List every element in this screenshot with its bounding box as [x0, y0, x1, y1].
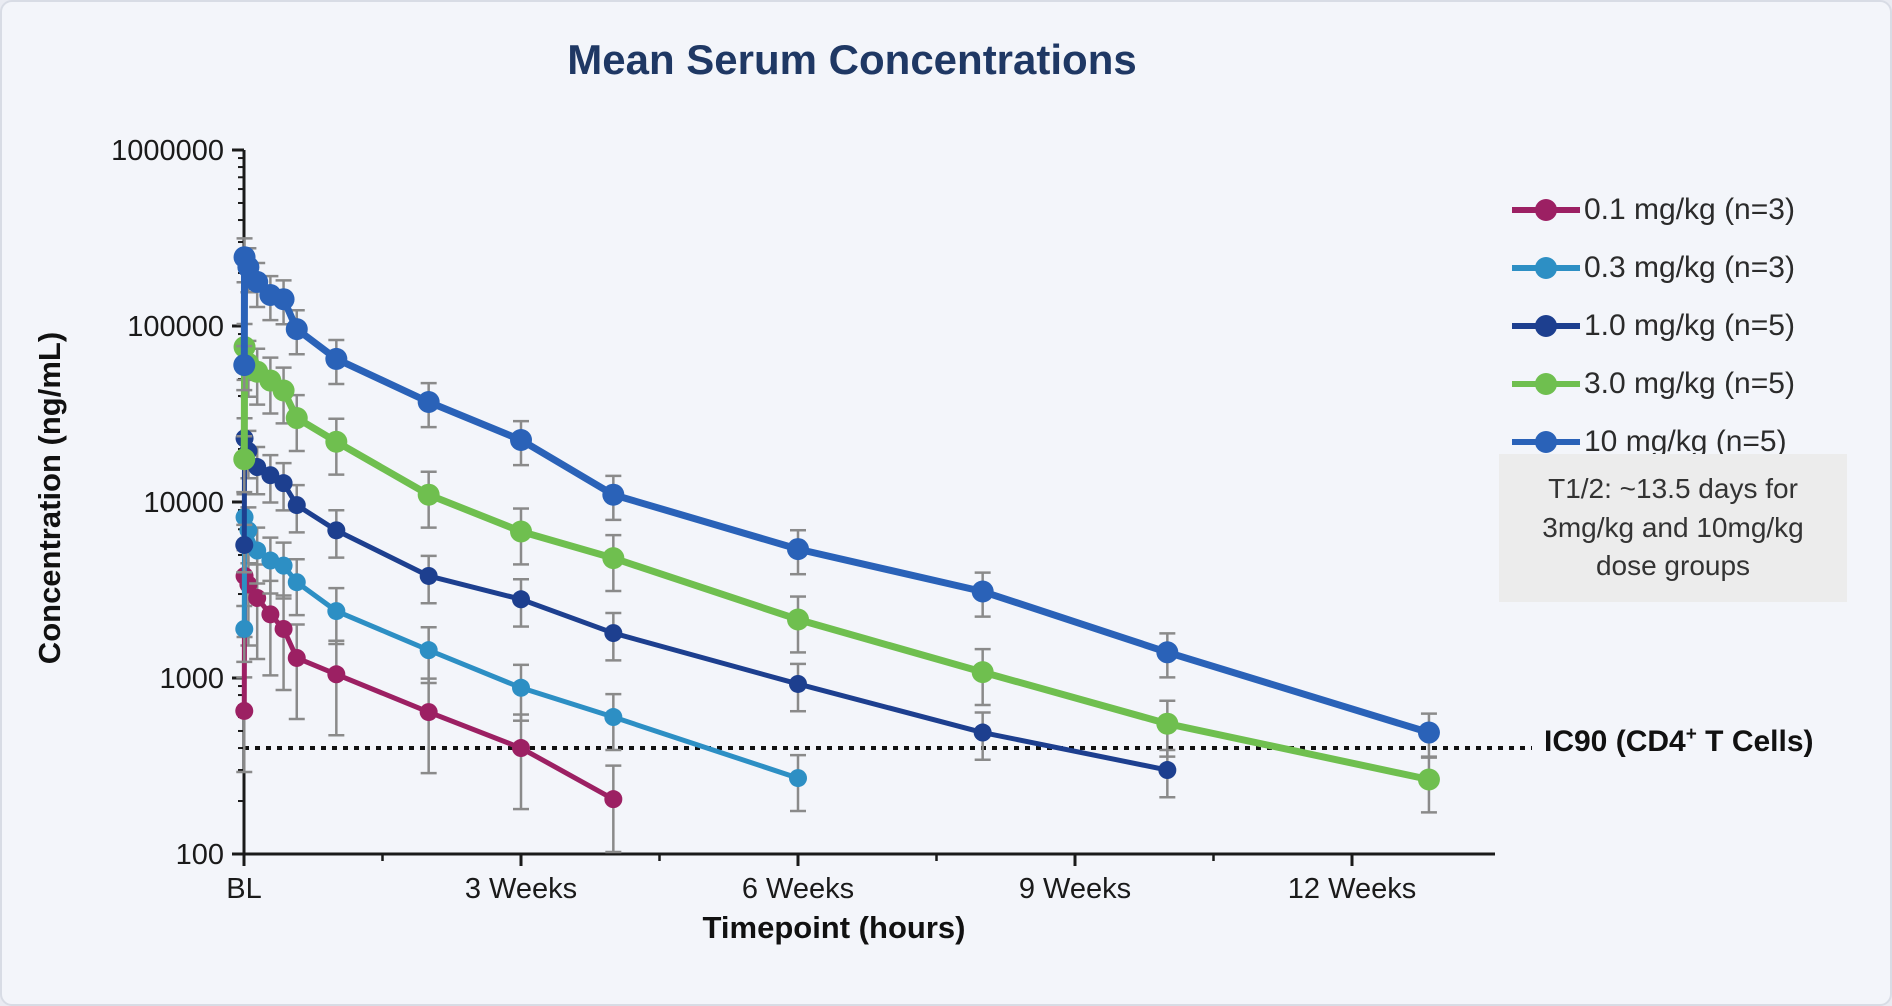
legend-marker-icon	[1512, 373, 1580, 395]
error-bar	[328, 639, 345, 737]
data-point	[971, 661, 994, 684]
data-point	[261, 605, 280, 624]
data-point	[325, 347, 348, 370]
data-point	[971, 580, 994, 603]
data-point	[248, 588, 267, 607]
data-point	[327, 521, 346, 540]
data-point	[235, 535, 254, 554]
ic90-label-suffix: T Cells)	[1696, 725, 1814, 758]
data-point	[272, 288, 295, 311]
ic90-reference-label: IC90 (CD4+ T Cells)	[1544, 724, 1814, 759]
legend-item-1-0-mg-kg-n-5: 1.0 mg/kg (n=5)	[1510, 304, 1795, 348]
data-point	[1156, 712, 1179, 735]
data-point	[417, 483, 440, 506]
data-point	[419, 566, 438, 585]
error-bar	[605, 764, 622, 854]
legend-marker-icon	[1512, 257, 1580, 279]
error-bar	[288, 623, 305, 721]
data-point	[327, 602, 346, 621]
legend-item-0-1-mg-kg-n-3: 0.1 mg/kg (n=3)	[1510, 188, 1795, 232]
data-point	[285, 318, 308, 341]
data-point	[274, 556, 293, 575]
data-point	[510, 520, 532, 543]
data-point	[274, 619, 293, 638]
data-point	[602, 547, 625, 570]
data-point	[973, 723, 992, 742]
data-point	[235, 701, 254, 720]
data-point	[327, 665, 346, 684]
legend-label: 3.0 mg/kg (n=5)	[1584, 367, 1795, 400]
x-tick-label: 9 Weeks	[1019, 873, 1131, 905]
data-point	[1158, 761, 1177, 780]
legend-item-3-0-mg-kg-n-5: 3.0 mg/kg (n=5)	[1510, 362, 1795, 406]
data-point	[787, 608, 809, 631]
data-point	[272, 379, 295, 402]
legend-label: 1.0 mg/kg (n=5)	[1584, 309, 1795, 342]
data-point	[287, 648, 306, 667]
data-point	[274, 474, 293, 493]
data-point	[1156, 641, 1179, 664]
ic90-label-prefix: IC90 (CD4	[1544, 725, 1686, 758]
data-point	[285, 407, 308, 430]
y-tick-label: 1000000	[111, 135, 224, 167]
legend: 0.1 mg/kg (n=3) 0.3 mg/kg (n=3) 1.0 mg/kg …	[1510, 188, 1795, 464]
data-point	[325, 430, 348, 453]
data-point	[604, 708, 623, 727]
x-tick-label: 12 Weeks	[1288, 873, 1416, 905]
legend-item-10-mg-kg-n-5: 10 mg/kg (n=5)	[1510, 420, 1795, 464]
data-point	[604, 624, 623, 643]
error-bar	[420, 677, 437, 775]
data-point	[512, 739, 530, 758]
series-10-mg-kg-n-5	[233, 237, 1440, 759]
legend-marker-icon	[1512, 431, 1580, 453]
data-point	[604, 790, 623, 809]
y-tick-label: 1000	[159, 663, 224, 695]
data-point	[419, 641, 438, 660]
data-point	[261, 466, 280, 485]
data-point	[419, 703, 438, 722]
axes: 100 1000 10000 100000 1000000 BL 3 Weeks 6 Week…	[111, 135, 1495, 905]
data-point	[512, 590, 530, 609]
legend-label: 0.1 mg/kg (n=3)	[1584, 193, 1795, 226]
data-point	[1417, 721, 1440, 744]
ic90-label-sup: +	[1685, 724, 1697, 745]
data-point	[287, 496, 306, 515]
half-life-annotation: T1/2: ~13.5 days for 3mg/kg and 10mg/kg …	[1499, 454, 1847, 602]
legend-marker-icon	[1512, 315, 1580, 337]
data-point	[417, 390, 440, 413]
data-point	[787, 538, 809, 561]
data-point	[789, 769, 807, 788]
x-tick-label: 6 Weeks	[742, 873, 854, 905]
x-tick-label: BL	[226, 873, 261, 905]
data-point	[1417, 768, 1440, 791]
legend-item-0-3-mg-kg-n-3: 0.3 mg/kg (n=3)	[1510, 246, 1795, 290]
data-point	[510, 429, 532, 452]
y-tick-label: 10000	[143, 487, 224, 519]
x-axis-title: Timepoint (hours)	[702, 910, 966, 945]
data-point	[235, 619, 254, 638]
y-tick-label: 100	[176, 839, 224, 871]
error-bar	[513, 713, 529, 811]
legend-marker-icon	[1512, 199, 1580, 221]
legend-label: 10 mg/kg (n=5)	[1584, 425, 1787, 458]
data-point	[233, 354, 256, 377]
x-tick-label: 3 Weeks	[465, 873, 577, 905]
legend-label: 0.3 mg/kg (n=3)	[1584, 251, 1795, 284]
y-tick-label: 100000	[127, 311, 224, 343]
data-point	[789, 674, 807, 693]
data-point	[233, 448, 256, 471]
data-point	[287, 573, 306, 592]
chart-title: Mean Serum Concentrations	[567, 36, 1137, 83]
data-point	[512, 678, 530, 697]
data-point	[602, 483, 625, 506]
